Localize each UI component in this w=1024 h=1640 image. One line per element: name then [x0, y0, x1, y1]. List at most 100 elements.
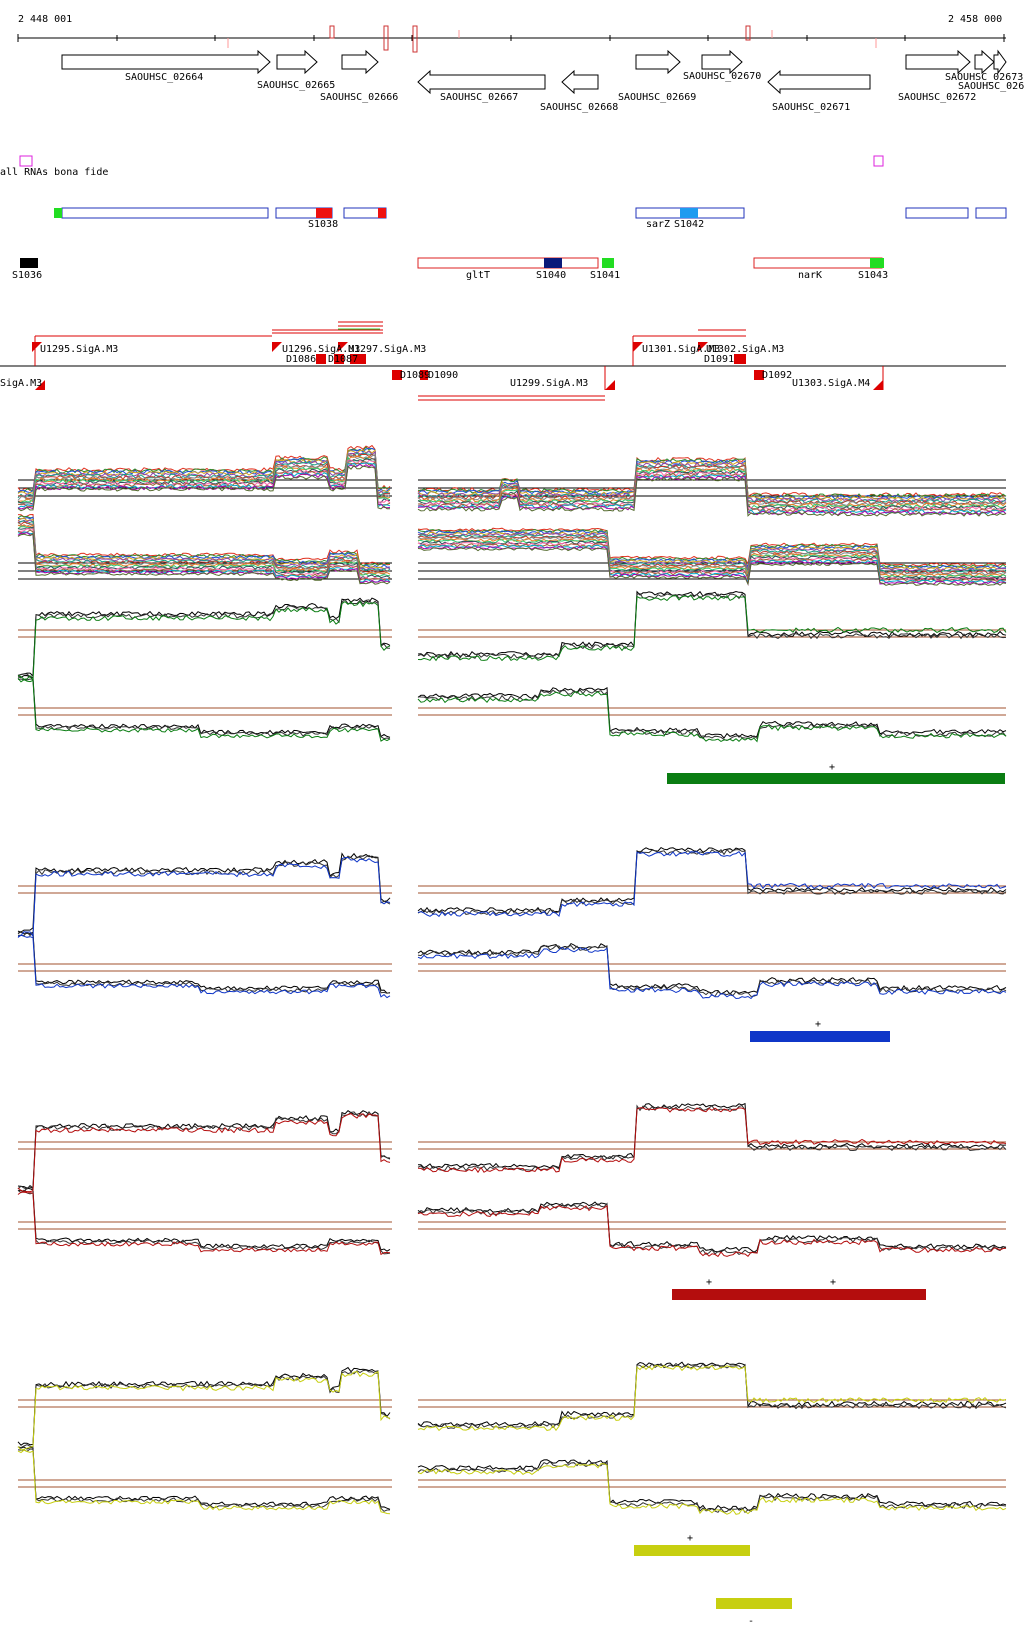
multi-profile-trace: [417, 547, 1007, 587]
expression-trace: [417, 1459, 1007, 1511]
expression-trace: [417, 846, 1007, 914]
gene-arrow[interactable]: SAOUHSC_02665: [257, 49, 335, 91]
small-rna-track-label: all RNAs bona fide: [0, 167, 108, 178]
segment-label: U1301.SigA.M3: [642, 344, 720, 355]
multi-profile-trace: [417, 471, 1007, 512]
gene-arrow[interactable]: SAOUHSC_02664: [61, 49, 271, 83]
gene-arrow[interactable]: SAOUHSC_02670: [683, 49, 761, 82]
strand-mark: +: [815, 1019, 821, 1030]
multi-profile-trace: [17, 513, 391, 567]
gene-arrow[interactable]: SAOUHSC_02669: [618, 49, 696, 103]
gene-label: SAOUHSC_02671: [772, 102, 850, 113]
strand-mark: +: [830, 1277, 836, 1288]
feature-box[interactable]: [417, 257, 599, 269]
expression-trace: [417, 1362, 1007, 1430]
gene-arrow[interactable]: SAOUHSC_02673: [945, 49, 1023, 83]
srna-marker[interactable]: [873, 155, 884, 167]
multi-profile-trace: [17, 516, 391, 569]
feature-label: sarZ: [646, 219, 670, 230]
condition-bar-yellow[interactable]: [634, 1545, 750, 1556]
segment-label: U1299.SigA.M3: [510, 378, 588, 389]
feature-track-minus: S1036 gltT S1040 S1041 narK S1043: [12, 257, 888, 281]
expression-trace: [17, 1111, 391, 1190]
expression-trace: [417, 942, 1007, 995]
gene-arrow[interactable]: SAOUHSC_02671: [767, 69, 871, 113]
start-coordinate: 2 448 001: [18, 14, 72, 25]
expression-trace: [17, 1366, 391, 1446]
multi-profile-trace: [417, 527, 1007, 567]
segmentation-track: U1295.SigA.M3 U1296.SigA.M3 U1297.SigA.M…: [0, 321, 1006, 401]
segment-label: D1092: [762, 370, 792, 381]
gene-label: SAOUHSC_02666: [320, 92, 398, 103]
expression-trace: [17, 674, 391, 738]
segment-label: SigA.M3: [0, 378, 42, 389]
strand-mark: +: [829, 762, 835, 773]
feature-label: S1041: [590, 270, 620, 281]
condition-bar-blue[interactable]: [750, 1031, 890, 1042]
expression-trace: [417, 1461, 1007, 1514]
gene-label: SAOUHSC_02668: [540, 102, 618, 113]
feature-box[interactable]: [753, 257, 883, 269]
expression-trace: [17, 931, 391, 994]
expression-trace: [417, 1361, 1007, 1427]
expression-trace: [17, 1448, 391, 1512]
expression-trace: [17, 677, 391, 742]
expression-trace: [417, 1364, 1007, 1432]
strand-mark: +: [706, 1277, 712, 1288]
expression-profiles: [17, 444, 1007, 1515]
gene-arrow[interactable]: SAOUHSC_02672: [898, 49, 976, 103]
gene-arrow[interactable]: SAOUHSC_02668: [540, 69, 618, 113]
segment-label: U1302.SigA.M3: [706, 344, 784, 355]
coordinate-ruler: 2 448 001 2 458 000: [17, 14, 1006, 53]
gene-label: SAOUHSC_02667: [440, 92, 518, 103]
feature-label: S1040: [536, 270, 566, 281]
multi-profile-trace: [417, 464, 1007, 505]
gene-arrow[interactable]: SAOUHSC_02666: [320, 49, 398, 103]
segment-label: U1295.SigA.M3: [40, 344, 118, 355]
multi-profile-trace: [417, 539, 1007, 579]
feature-label: gltT: [466, 270, 490, 281]
expression-trace: [417, 691, 1007, 743]
multi-profile-trace: [17, 464, 391, 512]
multi-profile-trace: [417, 476, 1007, 517]
feature-label: S1042: [674, 219, 704, 230]
multi-profile-trace: [417, 535, 1007, 576]
gene-label: SAOUHSC_02669: [618, 92, 696, 103]
expression-trace: [417, 594, 1007, 662]
multi-profile-trace: [417, 540, 1007, 580]
condition-bar-red[interactable]: [672, 1289, 926, 1300]
end-coordinate: 2 458 000: [948, 14, 1002, 25]
expression-trace: [17, 600, 391, 683]
expression-trace: [417, 1463, 1007, 1515]
feature-box[interactable]: [905, 207, 969, 219]
multi-profile-trace: [17, 532, 391, 585]
condition-bar-yellow[interactable]: [716, 1598, 792, 1609]
gene-arrow[interactable]: SAOUHSC_02667: [417, 69, 546, 103]
expression-trace: [417, 946, 1007, 1000]
feature-label: S1036: [12, 270, 42, 281]
expression-trace: [17, 1187, 391, 1252]
gene-label: SAOUHSC_02664: [125, 72, 203, 83]
feature-box[interactable]: [61, 207, 269, 219]
segment-label: D1090: [428, 370, 458, 381]
segment-label: U1303.SigA.M4: [792, 378, 870, 389]
expression-trace: [417, 592, 1007, 659]
expression-trace: [17, 857, 391, 938]
expression-trace: [417, 851, 1007, 918]
expression-trace: [17, 1191, 391, 1256]
expression-trace: [17, 1113, 391, 1193]
multi-profile-trace: [417, 472, 1007, 513]
gene-label: SAOUHSC_02672: [898, 92, 976, 103]
expression-trace: [17, 1446, 391, 1510]
multi-profile-trace: [417, 534, 1007, 574]
strand-mark: +: [687, 1533, 693, 1544]
expression-trace: [417, 590, 1007, 658]
srna-marker[interactable]: [19, 155, 33, 167]
expression-trace: [17, 1369, 391, 1449]
gene-arrow[interactable]: SAOUHSC_026: [958, 49, 1024, 92]
condition-bar-green[interactable]: [667, 773, 1005, 784]
feature-box[interactable]: [975, 207, 1007, 219]
expression-trace: [417, 1204, 1007, 1258]
multi-profile-trace: [417, 459, 1007, 500]
